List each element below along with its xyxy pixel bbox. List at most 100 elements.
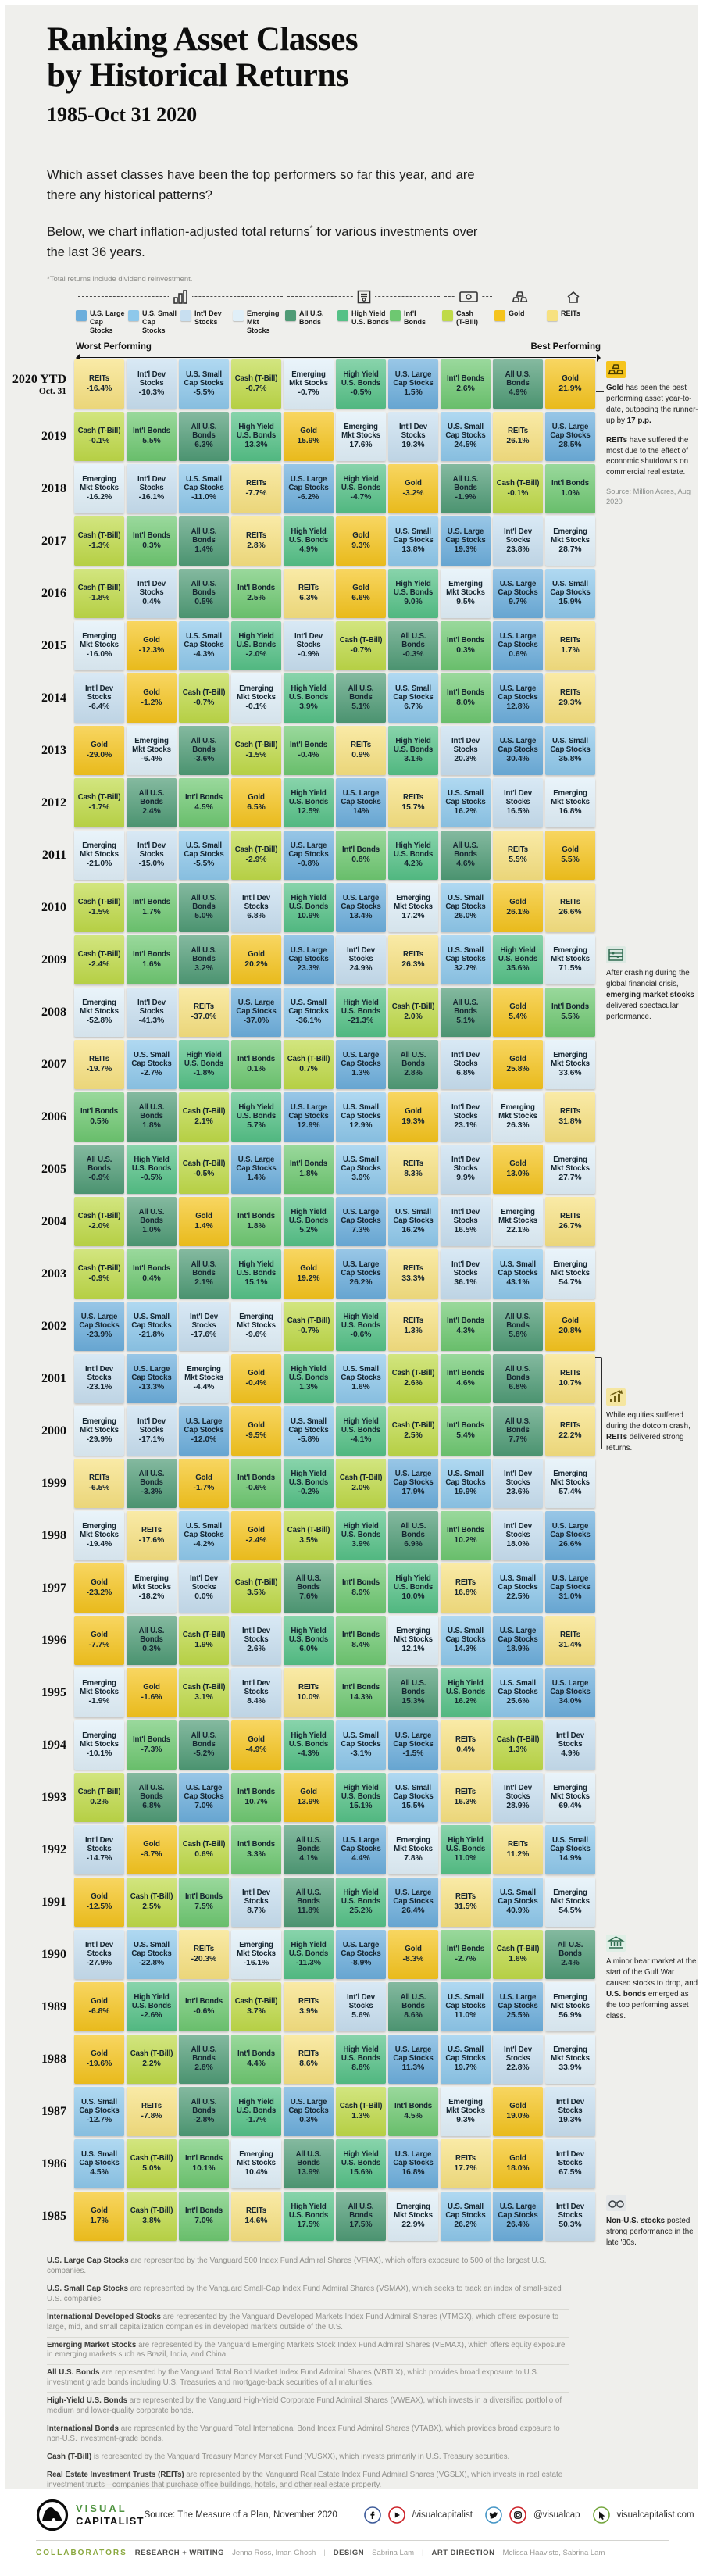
legend-item-label: Gold [509,309,525,317]
asset-cell-cash: Cash (T-Bill) -0.7% [284,1302,334,1351]
asset-cell-return: 8.4% [352,1640,370,1649]
youtube-icon[interactable] [387,2506,406,2524]
asset-cell-name: Cash (T-Bill) [339,2102,383,2111]
asset-cell-name: Gold [143,636,160,645]
asset-cell-name: REITs [560,636,580,645]
asset-cell-reits: REITs 26.7% [545,1197,595,1246]
asset-cell-return: -8.9% [350,1959,372,1968]
asset-cell-name: U.S. Small Cap Stocks [393,1207,434,1225]
asset-cell-cash: Cash (T-Bill) -1.5% [231,726,281,775]
asset-cell-return: 19.9% [454,1488,477,1497]
asset-cell-return: -52.8% [86,1016,112,1026]
social-handle[interactable]: /visualcapitalist [412,2510,473,2520]
asset-cell-return: -22.8% [138,1959,165,1968]
asset-cell-name: REITs [403,1159,423,1169]
footnotes-list: U.S. Large Cap Stocks are represented by… [47,2253,569,2513]
asset-cell-ib: Int'l Bonds 8.0% [441,673,491,723]
asset-cell-return: -0.7% [298,388,319,398]
asset-cell-hy: High Yield U.S. Bonds 3.9% [336,1511,386,1560]
asset-cell-gold: Gold 1.7% [74,2192,124,2241]
asset-cell-return: 2.0% [404,1012,423,1021]
year-row: 1985 Gold 1.7% Cash (T-Bill) 3.8% Int'l Bonds… [31,2192,595,2241]
asset-cell-name: All U.S. Bonds [191,736,217,754]
asset-cell-name: High Yield U.S. Bonds [393,579,434,597]
asset-cell-return: 6.6% [352,593,370,602]
asset-cell-return: -23.2% [86,1588,112,1597]
asset-cell-cash: Cash (T-Bill) 0.2% [74,1773,124,1822]
asset-cell-name: U.S. Large Cap Stocks [498,684,538,702]
year-row: 2019 Cash (T-Bill) -0.1% Int'l Bonds 5.5% All… [31,412,595,461]
cursor-icon[interactable] [591,2506,611,2524]
asset-cell-return: 9.0% [404,598,423,607]
asset-cell-return: 0.6% [194,1849,213,1859]
asset-cell-sc: U.S. Small Cap Stocks 22.5% [493,1563,543,1613]
asset-cell-ib: Int'l Bonds 7.0% [179,2192,229,2241]
asset-cell-lc: U.S. Large Cap Stocks 13.4% [336,883,386,932]
asset-cell-ib: Int'l Bonds -0.6% [179,1982,229,2031]
year-label: 2000 [41,1424,66,1438]
asset-cell-usb: All U.S. Bonds 11.8% [284,1878,334,1927]
asset-cell-cash: Cash (T-Bill) 3.8% [127,2192,177,2241]
legend-group-icons [76,288,601,306]
asset-cell-em: Emerging Mkt Stocks 9.3% [441,2087,491,2136]
asset-cell-return: 17.7% [454,2163,477,2173]
asset-cell-name: Emerging Mkt Stocks [551,1783,590,1801]
asset-cell-name: REITs [141,1526,162,1535]
asset-cell-sc: U.S. Small Cap Stocks 19.7% [441,2035,491,2084]
asset-cell-name: Int'l Dev Stocks [556,2097,584,2115]
asset-cell-return: 0.2% [90,1797,109,1806]
asset-cell-usb: All U.S. Bonds 15.3% [388,1668,438,1717]
asset-cell-name: High Yield U.S. Bonds [288,1940,329,1958]
asset-cell-name: U.S. Large Cap Stocks [288,945,329,963]
social-handle[interactable]: @visualcap [533,2510,580,2520]
asset-cell-name: High Yield U.S. Bonds [341,1521,381,1539]
asset-cell-name: Cash (T-Bill) [77,584,121,593]
asset-cell-name: Gold [248,1421,265,1431]
asset-cell-cash: Cash (T-Bill) 1.3% [336,2087,386,2136]
asset-cell-cash: Cash (T-Bill) 3.7% [231,1982,281,2031]
year-row: 2009 Cash (T-Bill) -2.4% Int'l Bonds 1.6% All… [31,935,595,984]
asset-cell-name: All U.S. Bonds [138,1102,165,1120]
instagram-icon[interactable] [508,2506,527,2524]
asset-cell-usb: All U.S. Bonds 17.5% [336,2192,386,2241]
year-row: 1988 Gold -19.6% Cash (T-Bill) 2.2% All U.S. … [31,2035,595,2084]
asset-cell-sc: U.S. Small Cap Stocks 1.6% [336,1354,386,1403]
asset-cell-lc: U.S. Large Cap Stocks 0.6% [493,621,543,670]
asset-cell-name: Emerging Mkt Stocks [551,2045,590,2063]
banknote-icon [459,291,478,306]
asset-cell-hy: High Yield U.S. Bonds -1.7% [231,2087,281,2136]
asset-cell-return: -5.2% [193,1749,215,1759]
asset-cell-return: 4.4% [352,1854,370,1863]
asset-cell-name: All U.S. Bonds [191,1259,217,1277]
asset-cell-return: -4.4% [193,1383,215,1392]
asset-cell-sc: U.S. Small Cap Stocks 16.2% [441,778,491,827]
asset-cell-return: -1.9% [88,1697,110,1706]
asset-cell-return: -20.3% [191,1954,217,1963]
year-row: 1986 U.S. Small Cap Stocks 4.5% Cash (T-Bil… [31,2139,595,2188]
facebook-icon[interactable] [362,2506,382,2524]
year-row: 1991 Gold -12.5% Cash (T-Bill) 2.5% Int'l Bon… [31,1878,595,1927]
asset-cell-return: 5.1% [352,702,370,712]
asset-cell-name: Gold [509,1002,526,1012]
annotation-bracket [595,1357,602,1449]
asset-cell-return: 16.8% [401,2168,425,2178]
asset-cell-name: Gold [91,741,108,750]
asset-cell-lc: U.S. Large Cap Stocks -23.9% [74,1302,124,1351]
gold-bars-badge-icon [606,361,626,381]
asset-cell-name: Emerging Mkt Stocks [394,893,433,911]
asset-cell-lc: U.S. Large Cap Stocks -6.2% [284,464,334,513]
social-handle[interactable]: visualcapitalist.com [616,2510,694,2520]
twitter-icon[interactable] [484,2506,503,2524]
asset-cell-return: 9.7% [509,598,527,607]
asset-cell-name: Int'l Bonds [132,427,170,436]
asset-cell-gold: Gold 6.5% [231,778,281,827]
asset-cell-em: Emerging Mkt Stocks -16.1% [231,1930,281,1979]
asset-cell-return: -13.3% [138,1383,165,1392]
asset-cell-name: U.S. Small Cap Stocks [498,1678,538,1696]
legend-swatch [128,310,139,321]
asset-cell-name: Emerging Mkt Stocks [237,1312,276,1330]
asset-cell-return: 43.1% [506,1278,530,1288]
asset-cell-return: 1.7% [142,907,161,916]
asset-cell-lc: U.S. Large Cap Stocks 26.6% [545,1511,595,1560]
asset-cell-gold: Gold 25.8% [493,1040,543,1089]
